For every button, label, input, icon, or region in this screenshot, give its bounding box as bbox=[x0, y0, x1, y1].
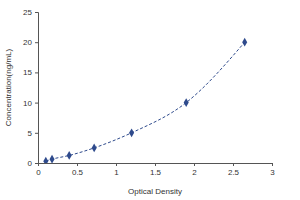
tick-mark bbox=[35, 103, 38, 104]
tick-mark bbox=[194, 163, 195, 166]
axis-line bbox=[35, 13, 39, 164]
tick-label: 1.5 bbox=[150, 168, 162, 177]
tick: 2.5 bbox=[228, 163, 240, 177]
tick: 1 bbox=[114, 163, 119, 177]
chart: 0 0.5 1 1.5 2 2.5 3 0 5 10 15 20 25 Optical Density Co… bbox=[0, 0, 300, 200]
chart-container: 0 0.5 1 1.5 2 2.5 3 0 5 10 15 20 25 Optical Density Co… bbox=[0, 0, 300, 200]
tick-label: 0.5 bbox=[72, 168, 84, 177]
point bbox=[184, 98, 189, 107]
tick: 0 bbox=[36, 163, 41, 177]
tick: 10 bbox=[23, 99, 38, 108]
tick-mark bbox=[35, 42, 38, 43]
tick-label: 1 bbox=[114, 168, 119, 177]
y-axis-title: Concentration(ng/mL) bbox=[4, 48, 13, 126]
tick-mark bbox=[272, 163, 273, 166]
tick-mark bbox=[35, 72, 38, 73]
axis-line bbox=[39, 164, 273, 167]
tick-mark bbox=[77, 163, 78, 166]
tick-mark bbox=[35, 133, 38, 134]
tick-label: 2.5 bbox=[228, 168, 240, 177]
point bbox=[50, 155, 55, 163]
tick: 15 bbox=[23, 68, 38, 77]
tick-label: 15 bbox=[23, 68, 32, 77]
y-axis: 0 5 10 15 20 25 bbox=[23, 8, 38, 168]
point bbox=[67, 151, 72, 160]
tick: 5 bbox=[28, 129, 38, 138]
tick-label: 20 bbox=[23, 38, 32, 47]
tick: 0 bbox=[28, 159, 38, 168]
plot-area: 0 0.5 1 1.5 2 2.5 3 0 5 10 15 20 25 bbox=[23, 8, 275, 177]
point bbox=[242, 38, 247, 47]
point bbox=[92, 144, 97, 153]
tick: 20 bbox=[23, 38, 38, 47]
tick-label: 0 bbox=[28, 159, 33, 168]
tick-label: 10 bbox=[23, 99, 32, 108]
tick-mark bbox=[155, 163, 156, 166]
marks bbox=[43, 38, 247, 163]
x-axis-title: Optical Density bbox=[128, 187, 182, 196]
point bbox=[43, 157, 48, 163]
curve bbox=[46, 42, 245, 161]
tick-label: 2 bbox=[192, 168, 197, 177]
tick: 0.5 bbox=[72, 163, 84, 177]
tick-mark bbox=[116, 163, 117, 166]
tick-mark bbox=[233, 163, 234, 166]
tick: 2 bbox=[192, 163, 197, 177]
tick-label: 0 bbox=[36, 168, 41, 177]
x-axis: 0 0.5 1 1.5 2 2.5 3 bbox=[36, 163, 275, 177]
tick-mark bbox=[35, 12, 38, 13]
point bbox=[129, 128, 134, 137]
tick: 1.5 bbox=[150, 163, 162, 177]
tick-mark bbox=[35, 163, 38, 164]
tick-label: 3 bbox=[270, 168, 275, 177]
tick-label: 5 bbox=[28, 129, 33, 138]
tick-label: 25 bbox=[23, 8, 32, 17]
tick: 25 bbox=[23, 8, 38, 17]
tick: 3 bbox=[270, 163, 275, 177]
